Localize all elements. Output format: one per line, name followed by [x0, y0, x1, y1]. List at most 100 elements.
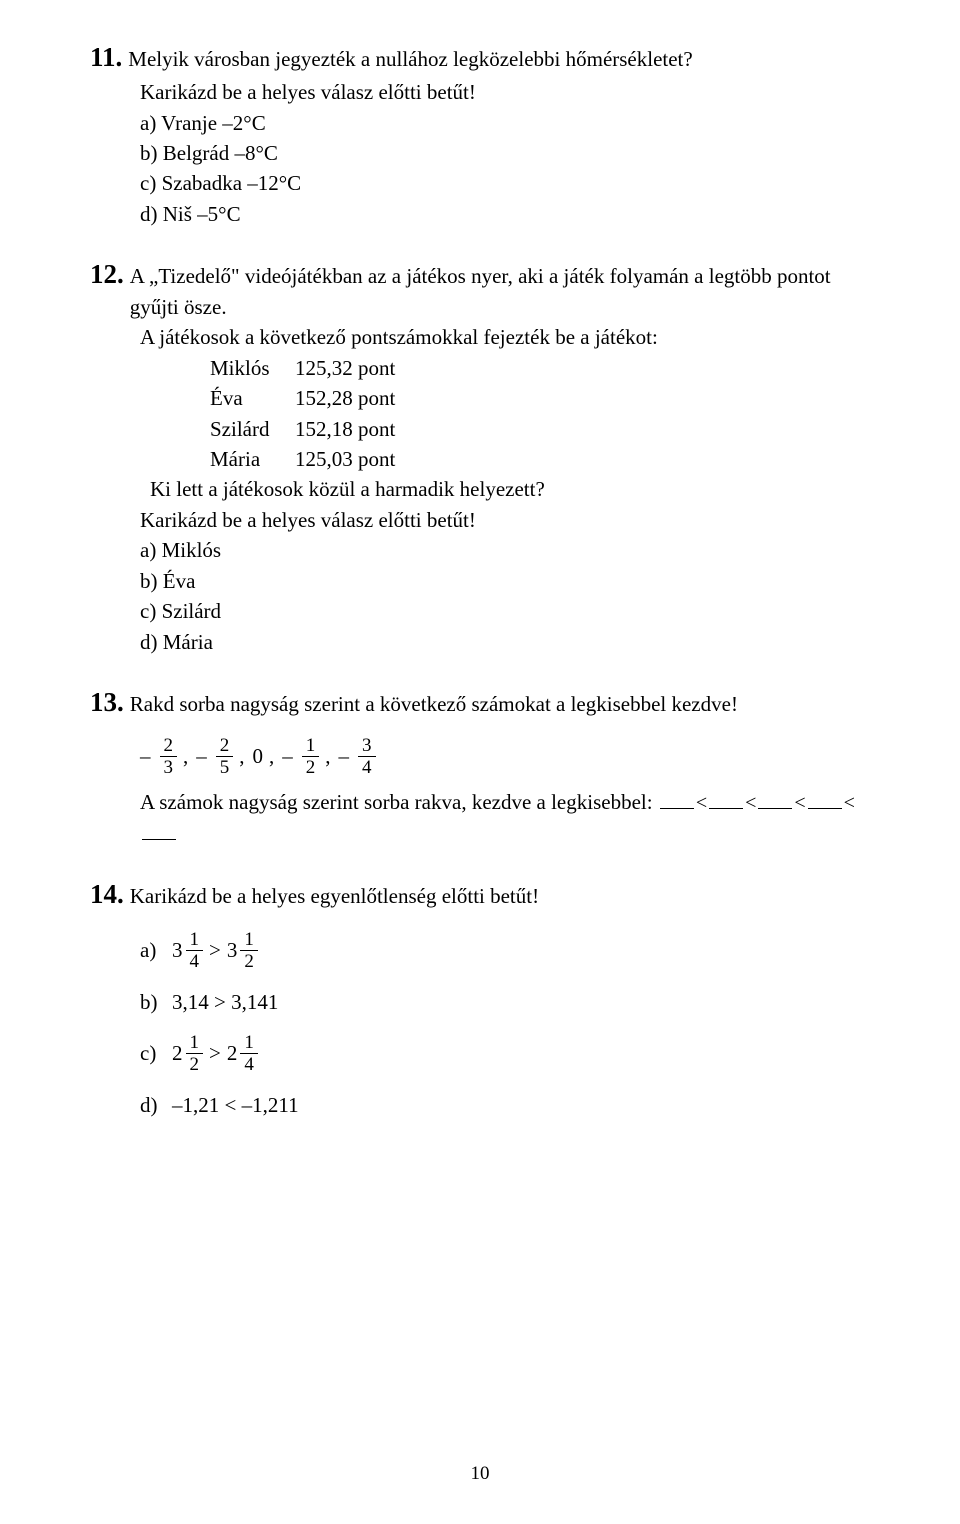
q11-instruction: Karikázd be a helyes válasz előtti betűt…	[140, 77, 870, 107]
q14-option-c[interactable]: c) 2 1 2 > 2 1 4	[140, 1033, 870, 1074]
fraction: 1 2	[240, 930, 258, 971]
less-than-icon: <	[696, 792, 707, 814]
question-14: 14. Karikázd be a helyes egyenlőtlenség …	[90, 875, 870, 1121]
q12-option-c[interactable]: c) Szilárd	[140, 596, 870, 626]
score-value: 152,28 pont	[295, 383, 395, 413]
comma: ,	[269, 741, 274, 771]
operator: >	[209, 1038, 221, 1068]
fraction: 1 2	[302, 736, 320, 777]
page: 11. Melyik városban jegyezték a nullához…	[0, 0, 960, 1524]
q11-option-a[interactable]: a) Vranje –2°C	[140, 108, 870, 138]
q14-option-b[interactable]: b) 3,14 > 3,141	[140, 987, 870, 1017]
q11-options: a) Vranje –2°C b) Belgrád –8°C c) Szabad…	[140, 108, 870, 230]
mixed-number: 2 1 4	[227, 1033, 258, 1074]
whole: 3	[172, 935, 183, 965]
numerator: 1	[240, 930, 258, 951]
option-label: c)	[140, 1038, 166, 1068]
denominator: 4	[358, 757, 376, 777]
q13-text: Rakd sorba nagyság szerint a következő s…	[130, 689, 870, 719]
mixed-number: 3 1 4	[172, 930, 203, 971]
score-name: Mária	[210, 444, 295, 474]
zero: 0	[253, 741, 264, 771]
fraction: 1 4	[240, 1033, 258, 1074]
q11-text: Melyik városban jegyezték a nullához leg…	[128, 44, 870, 74]
q12-options: a) Miklós b) Éva c) Szilárd d) Mária	[140, 535, 870, 657]
minus-icon: –	[339, 741, 350, 771]
comma: ,	[325, 741, 330, 771]
less-than-icon: <	[844, 792, 855, 814]
q13-answer-lead: A számok nagyság szerint sorba rakva, ke…	[140, 790, 653, 814]
score-name: Éva	[210, 383, 295, 413]
fraction: 1 4	[186, 930, 204, 971]
mixed-number: 2 1 2	[172, 1033, 203, 1074]
minus-icon: –	[282, 741, 293, 771]
q12-option-d[interactable]: d) Mária	[140, 627, 870, 657]
fraction: 1 2	[186, 1033, 204, 1074]
page-number: 10	[0, 1460, 960, 1488]
option-label: a)	[140, 935, 166, 965]
q12-line: 12. A „Tizedelő" videójátékban az a játé…	[90, 255, 870, 322]
q14-option-a[interactable]: a) 3 1 4 > 3 1 2	[140, 930, 870, 971]
option-label: b)	[140, 987, 166, 1017]
minus-icon: –	[196, 741, 207, 771]
blank-input[interactable]	[660, 787, 694, 809]
numerator: 3	[358, 736, 376, 757]
less-than-icon: <	[794, 792, 805, 814]
option-text: 3,14 > 3,141	[172, 987, 278, 1017]
blank-input[interactable]	[709, 787, 743, 809]
denominator: 2	[240, 951, 258, 971]
q12-option-b[interactable]: b) Éva	[140, 566, 870, 596]
whole: 2	[172, 1038, 183, 1068]
denominator: 5	[216, 757, 234, 777]
blank-input[interactable]	[142, 818, 176, 840]
denominator: 4	[186, 951, 204, 971]
denominator: 2	[302, 757, 320, 777]
q11-option-d[interactable]: d) Niš –5°C	[140, 199, 870, 229]
q11-line: 11. Melyik városban jegyezték a nullához…	[90, 38, 870, 77]
q12-scores: Miklós 125,32 pont Éva 152,28 pont Szilá…	[210, 353, 870, 475]
q12-instruction: Karikázd be a helyes válasz előtti betűt…	[140, 505, 870, 535]
q11-option-c[interactable]: c) Szabadka –12°C	[140, 168, 870, 198]
q11-number: 11.	[90, 38, 122, 77]
mixed-number: 3 1 2	[227, 930, 258, 971]
numerator: 1	[302, 736, 320, 757]
q11-option-b[interactable]: b) Belgrád –8°C	[140, 138, 870, 168]
table-row: Mária 125,03 pont	[210, 444, 870, 474]
q12-text2: A játékosok a következő pontszámokkal fe…	[140, 322, 870, 352]
option-label: d)	[140, 1090, 166, 1120]
less-than-icon: <	[745, 792, 756, 814]
table-row: Miklós 125,32 pont	[210, 353, 870, 383]
score-value: 125,32 pont	[295, 353, 395, 383]
numerator: 1	[240, 1033, 258, 1054]
score-name: Szilárd	[210, 414, 295, 444]
whole: 2	[227, 1038, 238, 1068]
numerator: 1	[186, 1033, 204, 1054]
comma: ,	[183, 741, 188, 771]
q14-line: 14. Karikázd be a helyes egyenlőtlenség …	[90, 875, 870, 914]
table-row: Éva 152,28 pont	[210, 383, 870, 413]
fraction: 2 5	[216, 736, 234, 777]
blank-input[interactable]	[758, 787, 792, 809]
table-row: Szilárd 152,18 pont	[210, 414, 870, 444]
fraction: 3 4	[358, 736, 376, 777]
q12-number: 12.	[90, 255, 124, 294]
q13-fractions: – 2 3 , – 2 5 , 0 , – 1 2 , – 3 4	[140, 736, 870, 777]
score-name: Miklós	[210, 353, 295, 383]
q12-question: Ki lett a játékosok közül a harmadik hel…	[150, 474, 870, 504]
q13-number: 13.	[90, 683, 124, 722]
operator: >	[209, 935, 221, 965]
q14-text: Karikázd be a helyes egyenlőtlenség előt…	[130, 881, 870, 911]
q14-option-d[interactable]: d) –1,21 < –1,211	[140, 1090, 870, 1120]
numerator: 2	[216, 736, 234, 757]
score-value: 152,18 pont	[295, 414, 395, 444]
q12-option-a[interactable]: a) Miklós	[140, 535, 870, 565]
q13-answer-line: A számok nagyság szerint sorba rakva, ke…	[140, 787, 870, 848]
q12-text1: A „Tizedelő" videójátékban az a játékos …	[130, 261, 870, 322]
question-13: 13. Rakd sorba nagyság szerint a követke…	[90, 683, 870, 849]
score-value: 125,03 pont	[295, 444, 395, 474]
denominator: 2	[186, 1054, 204, 1074]
option-text: –1,21 < –1,211	[172, 1090, 299, 1120]
blank-input[interactable]	[808, 787, 842, 809]
question-11: 11. Melyik városban jegyezték a nullához…	[90, 38, 870, 229]
numerator: 1	[186, 930, 204, 951]
